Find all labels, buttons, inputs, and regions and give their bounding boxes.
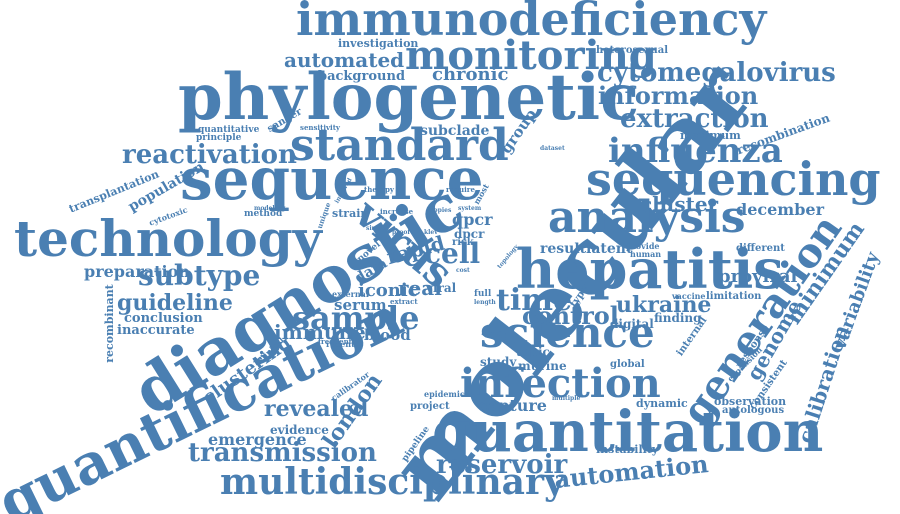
cloud-word: infection: [460, 360, 661, 407]
cloud-word: investigation: [338, 37, 419, 50]
cloud-word: project: [410, 401, 450, 412]
cloud-word: finding: [654, 311, 702, 325]
cloud-word: risk: [452, 237, 474, 248]
cloud-word: hepatitis: [516, 237, 784, 301]
cloud-word: revealed: [264, 396, 369, 422]
cloud-word: heterosexual: [596, 45, 669, 56]
cloud-word: extraction: [620, 104, 769, 134]
cloud-word: blood: [364, 326, 411, 344]
cloud-word: quantitative: [198, 125, 260, 135]
cloud-word: recent: [326, 339, 355, 349]
cloud-word: increase: [380, 207, 414, 216]
cloud-word: cost: [456, 267, 470, 274]
cloud-word: therapy: [364, 185, 394, 194]
cloud-word: immune: [274, 320, 366, 344]
cloud-word: recombinant: [102, 284, 116, 363]
cloud-word: result: [540, 241, 587, 257]
cloud-word: background: [318, 69, 406, 84]
cloud-word: transmission: [188, 438, 377, 468]
cloud-word: conclusion: [124, 311, 203, 326]
cloud-word: phylogenetic: [178, 60, 640, 135]
cloud-word: time: [496, 283, 573, 318]
cloud-word: observation: [714, 395, 787, 408]
cloud-word: sensitivity: [300, 123, 341, 132]
cloud-word: capture: [478, 396, 547, 415]
cloud-word: cluster: [640, 192, 719, 216]
cloud-word: standard: [290, 120, 509, 171]
cloud-word: external: [332, 289, 369, 299]
cloud-word: iconic: [358, 280, 419, 301]
cloud-word: strain: [332, 207, 369, 220]
cloud-word: latent: [586, 241, 633, 257]
cloud-word: provide: [626, 241, 660, 251]
cloud-word: copies: [430, 207, 452, 214]
cloud-word: immunodeficiency: [296, 0, 767, 46]
cloud-word: sequence: [180, 145, 484, 213]
cloud-word: ukraine: [616, 292, 712, 318]
cloud-word: inaccurate: [117, 323, 195, 338]
cloud-word: quantitation: [432, 399, 824, 465]
cloud-word: system: [458, 205, 482, 212]
cloud-word: require: [446, 185, 475, 194]
cloud-word: chronic: [432, 64, 509, 85]
cloud-word: dpcr: [454, 227, 485, 241]
cloud-word: modeling: [254, 205, 286, 212]
cloud-word: monitoring: [405, 32, 657, 79]
cloud-word: viral: [426, 281, 457, 295]
cloud-word: guideline: [117, 290, 233, 316]
cloud-word: information: [598, 81, 759, 110]
cloud-word: autologous: [722, 405, 785, 416]
cloud-word: science: [480, 308, 655, 357]
cloud-word: epidemic: [424, 389, 465, 399]
cloud-word: sequencing: [586, 152, 881, 206]
cloud-word: digital: [610, 317, 654, 331]
cloud-word: preparation: [84, 262, 190, 281]
cloud-word: sample: [292, 299, 420, 337]
cloud-word: limitation: [706, 291, 762, 302]
cloud-word: multiple: [552, 395, 581, 402]
cloud-word: topic: [516, 345, 550, 359]
cloud-word: reservoir: [436, 450, 568, 480]
cloud-word: extract: [390, 297, 418, 306]
cloud-word: vaccine: [672, 291, 706, 301]
cloud-word: real: [398, 276, 442, 300]
cloud-word: dynamic: [636, 397, 688, 410]
cloud-word: emergence: [208, 430, 307, 449]
cloud-word: principle: [196, 133, 242, 143]
cloud-word: subclade: [420, 123, 490, 139]
cloud-word: evidence: [270, 423, 329, 437]
cloud-word: frequent: [318, 337, 352, 346]
cloud-word: method: [244, 209, 283, 219]
cloud-word: december: [736, 200, 825, 219]
cloud-word: analysis: [548, 192, 746, 243]
cloud-word: instability: [596, 443, 659, 456]
cloud-word: technology: [14, 209, 322, 268]
cloud-word: multidisciplinary: [220, 461, 565, 503]
cloud-word: murine: [518, 359, 567, 373]
cloud-word: maximum: [680, 129, 741, 142]
cloud-word: dataset: [540, 145, 565, 152]
cloud-word: proof: [392, 229, 410, 236]
cloud-word: length: [474, 299, 496, 306]
cloud-word: study: [480, 355, 517, 369]
cloud-word: proviral: [718, 266, 798, 287]
cloud-word: cell: [424, 237, 481, 270]
cloud-word: automated: [284, 48, 405, 72]
cloud-word: serum: [334, 296, 387, 314]
cloud-word: reactivation: [122, 140, 297, 170]
cloud-word: global: [610, 359, 645, 370]
cloud-word: cytomegalovirus: [597, 58, 836, 88]
cloud-word: klev: [424, 229, 438, 236]
cloud-word: influenza: [608, 131, 783, 171]
cloud-word: full: [474, 289, 492, 299]
cloud-word: similar: [366, 225, 390, 232]
cloud-word: control: [522, 301, 619, 330]
cloud-word: qpcr: [452, 210, 493, 229]
cloud-word: different: [736, 243, 785, 254]
cloud-word: subtype: [138, 259, 261, 292]
cloud-word: human: [630, 249, 662, 259]
